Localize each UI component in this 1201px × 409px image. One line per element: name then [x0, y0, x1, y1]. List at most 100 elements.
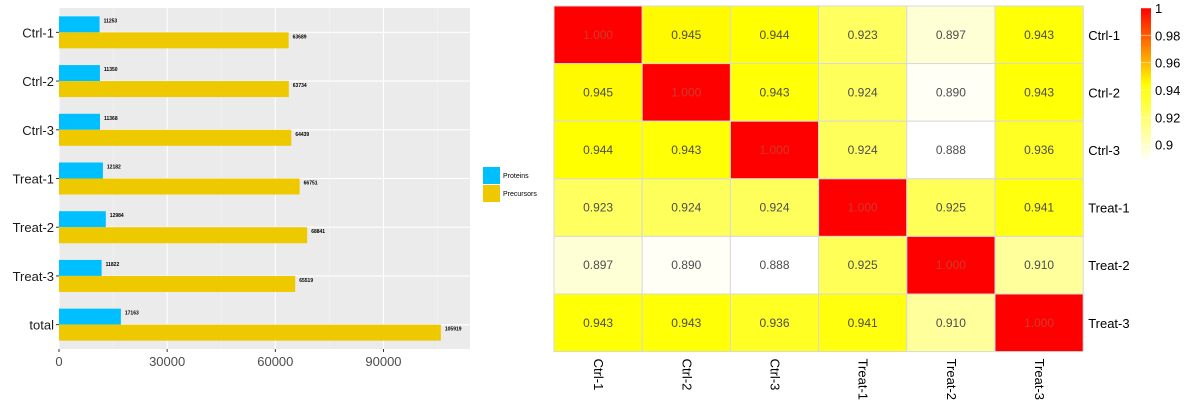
bar-proteins	[59, 162, 103, 179]
heatmap-cell	[553, 5, 643, 65]
bar-proteins	[59, 65, 100, 82]
colorbar-tick-label: 1	[1155, 1, 1162, 16]
heatmap-cell-value: 0.924	[848, 143, 878, 157]
bar-value-label: 17163	[125, 311, 139, 317]
heatmap-cell	[994, 178, 1084, 237]
heatmap-cell	[729, 5, 820, 65]
heatmap-cell-value: 0.890	[671, 258, 701, 272]
heatmap-cell	[641, 120, 731, 180]
heatmap-cell-value: 1.000	[583, 28, 613, 42]
heatmap-cell-value: 0.944	[583, 143, 613, 157]
bar-proteins	[59, 16, 100, 33]
heatmap-cell	[994, 63, 1084, 122]
colorbar	[1141, 8, 1151, 161]
bar-value-label: 11822	[106, 262, 120, 268]
bar-value-label: 65519	[299, 278, 313, 284]
colorbar-tick-label: 0.96	[1155, 56, 1180, 71]
heatmap-cell-value: 0.943	[671, 316, 701, 330]
heatmap-cell	[906, 235, 996, 295]
heatmap-cell-value: 1.000	[936, 258, 966, 272]
heatmap-cell-value: 0.923	[848, 28, 878, 42]
heatmap-cell-value: 0.888	[936, 143, 966, 157]
y-tick-label: Ctrl-1	[22, 25, 54, 40]
x-tick-label: 60000	[257, 354, 293, 369]
column-label: Treat-3	[1032, 359, 1047, 400]
heatmap-cell-value: 0.910	[936, 316, 966, 330]
legend-label: Proteins	[503, 173, 529, 180]
heatmap-cell-value: 0.943	[671, 143, 701, 157]
bar-value-label: 11253	[104, 18, 118, 24]
bar-proteins	[59, 113, 100, 130]
heatmap-cell	[994, 235, 1084, 295]
heatmap-cell	[641, 178, 731, 237]
y-tick-label: Treat-1	[13, 172, 54, 187]
column-label: Treat-1	[856, 359, 871, 400]
heatmap-cell-value: 0.897	[936, 28, 966, 42]
heatmap-cell-value: 0.890	[936, 85, 966, 99]
bar-value-label: 63734	[293, 83, 307, 89]
heatmap-cell	[729, 63, 820, 122]
bar-precursors	[59, 81, 289, 98]
heatmap-cell-value: 0.924	[759, 201, 789, 215]
bar-value-label: 12984	[110, 213, 124, 219]
heatmap-cell	[906, 178, 996, 237]
row-label: Treat-1	[1088, 201, 1129, 216]
heatmap-cell-value: 0.944	[759, 28, 789, 42]
x-tick-label: 30000	[149, 354, 185, 369]
bar-proteins	[59, 308, 121, 325]
heatmap-cell-value: 1.000	[1024, 316, 1054, 330]
column-label: Ctrl-2	[679, 359, 694, 391]
bar-precursors	[59, 129, 292, 146]
heatmap-cell-value: 0.945	[671, 28, 701, 42]
heatmap-cell	[994, 5, 1084, 65]
heatmap-cell	[553, 63, 643, 122]
bar-precursors	[59, 227, 308, 244]
heatmap-cell	[729, 293, 820, 353]
bar-value-label: 68841	[311, 229, 325, 235]
heatmap-cell	[641, 5, 731, 65]
bar-precursors	[59, 324, 441, 341]
heatmap-cell	[906, 120, 996, 180]
heatmap-cell-value: 0.936	[1024, 143, 1054, 157]
heatmap-cell	[818, 120, 908, 180]
y-tick-label: Treat-3	[13, 269, 54, 284]
bar-chart: 0 30000 60000 90000 Ctrl-1 11253 63689 Ctrl-2 11…	[13, 8, 537, 369]
bar-value-label: 11350	[104, 67, 118, 73]
column-label: Ctrl-1	[591, 359, 606, 391]
column-label: Ctrl-3	[768, 359, 783, 391]
heatmap-cell-value: 0.924	[671, 201, 701, 215]
x-tick-label: 90000	[365, 354, 401, 369]
heatmap-cell	[729, 120, 820, 180]
bar-value-label: 63689	[293, 34, 307, 40]
column-label: Treat-2	[944, 359, 959, 400]
colorbar-tick-label: 0.92	[1155, 110, 1180, 125]
row-label: Treat-3	[1088, 316, 1129, 331]
y-tick-label: Ctrl-2	[22, 74, 54, 89]
correlation-heatmap: 1.000 0.945 0.944 0.923 0.897 0.943 Ctrl-1 0.94…	[553, 1, 1180, 400]
row-label: Ctrl-2	[1088, 85, 1120, 100]
heatmap-cell-value: 0.897	[583, 258, 613, 272]
heatmap-cell-value: 0.943	[583, 316, 613, 330]
heatmap-cell-value: 0.925	[848, 258, 878, 272]
heatmap-cell-value: 1.000	[671, 85, 701, 99]
heatmap-cell	[994, 120, 1084, 180]
row-label: Ctrl-1	[1088, 28, 1120, 43]
heatmap-cell	[553, 293, 643, 353]
heatmap-cell	[818, 5, 908, 65]
y-tick-label: total	[29, 318, 54, 333]
heatmap-cell-value: 0.888	[759, 258, 789, 272]
bar-proteins	[59, 259, 102, 276]
y-tick-label: Ctrl-3	[22, 123, 54, 138]
bar-value-label: 66751	[304, 181, 318, 187]
heatmap-cell-value: 0.925	[936, 201, 966, 215]
bar-precursors	[59, 275, 296, 292]
colorbar-tick-label: 0.9	[1155, 138, 1173, 153]
heatmap-cell	[553, 235, 643, 295]
heatmap-cell-value: 0.943	[1024, 85, 1054, 99]
heatmap-cell-value: 0.943	[1024, 28, 1054, 42]
heatmap-cell-value: 0.924	[848, 85, 878, 99]
heatmap-cell-value: 0.941	[848, 316, 878, 330]
heatmap-cell-value: 0.910	[1024, 258, 1054, 272]
bar-precursors	[59, 178, 300, 195]
heatmap-cell	[994, 293, 1084, 353]
